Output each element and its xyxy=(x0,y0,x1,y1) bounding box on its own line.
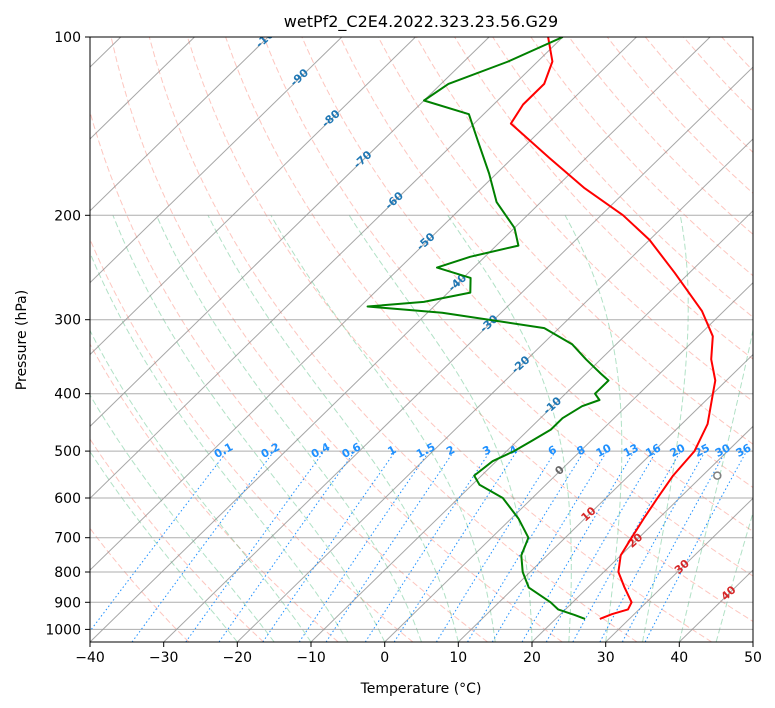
y-axis-label: Pressure (hPa) xyxy=(14,290,30,390)
x-tick-label: 40 xyxy=(670,650,688,666)
isotherm xyxy=(90,37,711,642)
moist-adiabat xyxy=(112,215,386,642)
mixing-ratio-label: 20 xyxy=(668,441,688,460)
y-tick-label: 600 xyxy=(54,491,81,507)
y-tick-label: 900 xyxy=(54,595,81,611)
dry-adiabat xyxy=(90,527,190,642)
isotherm xyxy=(90,37,195,140)
isotherm xyxy=(531,425,753,642)
plot-frame xyxy=(89,36,754,643)
dry-adiabat xyxy=(415,37,753,402)
mixing-ratio-line xyxy=(393,450,518,642)
x-tick-label: −10 xyxy=(296,650,326,666)
isotherm xyxy=(605,497,753,642)
isotherm xyxy=(457,353,753,642)
dewpoint-line xyxy=(366,37,610,620)
mixing-ratio-label: 30 xyxy=(713,441,733,460)
dry-adiabat xyxy=(377,37,753,445)
y-tick-label: 500 xyxy=(54,444,81,460)
moist-adiabat xyxy=(90,394,275,642)
dry-adiabat xyxy=(225,37,753,623)
dry-adiabat xyxy=(492,37,753,318)
chart-title: wetPf2_C2E4.2022.323.23.56.G29 xyxy=(284,12,558,32)
y-axis-ticks: 100 200 300 400 500 600 700 800 900 1000 xyxy=(45,30,90,638)
mixing-ratio-label: 10 xyxy=(594,441,614,460)
y-tick-label: 800 xyxy=(54,565,81,581)
moist-adiabat xyxy=(90,329,312,642)
isotherm xyxy=(90,37,416,356)
moist-adiabat xyxy=(564,215,623,642)
y-tick-label: 400 xyxy=(54,387,81,403)
dry-adiabat xyxy=(90,110,488,642)
dry-adiabat xyxy=(263,37,753,577)
moist-adiabat xyxy=(642,215,689,642)
isotherm xyxy=(90,37,637,571)
x-tick-label: −20 xyxy=(223,650,253,666)
moist-adiabat xyxy=(348,215,533,642)
y-tick-label: 1000 xyxy=(45,622,81,638)
x-tick-label: 0 xyxy=(380,650,389,666)
moist-adiabat xyxy=(270,215,496,642)
x-tick-label: −40 xyxy=(75,650,105,666)
dry-adiabat xyxy=(339,37,753,489)
lcl-marker xyxy=(713,471,722,480)
dry-adiabat xyxy=(110,37,563,642)
moist-adiabat xyxy=(155,215,422,642)
y-tick-label: 200 xyxy=(54,208,81,224)
profile-lines xyxy=(366,37,722,620)
isotherm xyxy=(90,37,564,499)
mixing-ratio-label: 13 xyxy=(621,441,641,460)
x-axis-ticks: −40 −30 −20 −10 0 10 20 30 40 50 xyxy=(75,642,762,666)
mixing-ratio-line xyxy=(90,450,228,632)
mixing-ratio-line xyxy=(364,450,491,642)
mixing-ratio-label: 16 xyxy=(643,441,663,460)
mixing-ratio-line xyxy=(572,450,682,642)
y-tick-label: 100 xyxy=(54,30,81,46)
x-tick-label: 30 xyxy=(597,650,615,666)
mixing-ratio-line xyxy=(262,450,396,642)
temperature-line xyxy=(509,37,717,620)
thermo-background-lines xyxy=(90,37,753,642)
mixing-ratio-line xyxy=(621,450,727,642)
mixing-ratio-line xyxy=(131,450,275,642)
isotherm xyxy=(90,37,490,428)
mixing-ratio-line xyxy=(185,450,325,642)
y-tick-label: 300 xyxy=(54,313,81,329)
isotherm xyxy=(163,66,753,642)
moist-adiabat xyxy=(90,251,349,642)
isotherm xyxy=(90,37,343,284)
mixing-ratio-label: 36 xyxy=(734,441,754,460)
x-tick-label: 20 xyxy=(523,650,541,666)
moist-adiabat xyxy=(678,327,753,642)
dry-adiabat xyxy=(90,438,264,642)
y-tick-label: 700 xyxy=(54,531,81,547)
x-tick-label: 50 xyxy=(744,650,762,666)
mixing-ratio-line xyxy=(599,450,706,642)
mixing-ratio-line xyxy=(325,450,455,642)
x-axis-label: Temperature (°C) xyxy=(360,681,482,697)
mixing-ratio-line xyxy=(298,450,430,642)
moist-adiabat xyxy=(207,215,459,642)
dry-adiabat xyxy=(148,37,638,642)
isotherm xyxy=(90,37,269,212)
dry-adiabat xyxy=(301,37,753,533)
isotherm xyxy=(236,138,753,642)
mixing-ratio-line xyxy=(467,450,585,642)
isotherm xyxy=(384,281,753,642)
mixing-ratio-line xyxy=(218,450,356,642)
dry-adiabat xyxy=(90,343,339,642)
moist-adiabat xyxy=(715,511,753,642)
isotherm xyxy=(310,210,753,642)
moist-adiabat xyxy=(90,450,238,642)
x-tick-label: −30 xyxy=(149,650,179,666)
x-tick-label: 10 xyxy=(449,650,467,666)
